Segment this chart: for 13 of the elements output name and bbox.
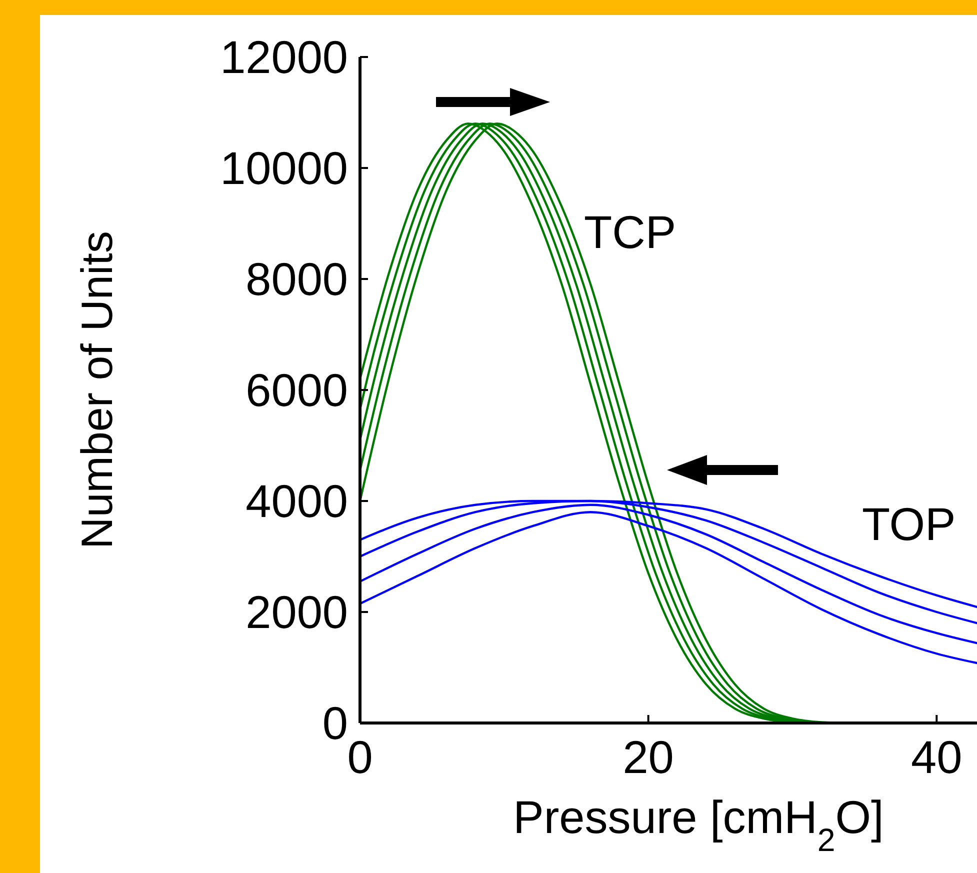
x-axis-title: Pressure [cmH$_{2}$O] <box>513 791 884 858</box>
y-tick-label: 4000 <box>246 475 348 528</box>
annotation: TOP <box>862 498 956 550</box>
y-tick-label: 10000 <box>220 142 348 194</box>
y-tick-label: 0 <box>322 697 348 750</box>
y-axis-title: Number of Units <box>73 231 122 549</box>
y-tick-label: 6000 <box>246 364 348 416</box>
y-tick-label: 12000 <box>220 31 348 84</box>
x-tick-label: 40 <box>911 731 962 783</box>
y-tick-label: 8000 <box>246 253 348 306</box>
x-tick-label: 20 <box>622 731 674 783</box>
y-tick-label: 2000 <box>246 586 348 638</box>
annotation: TCP <box>584 206 676 258</box>
